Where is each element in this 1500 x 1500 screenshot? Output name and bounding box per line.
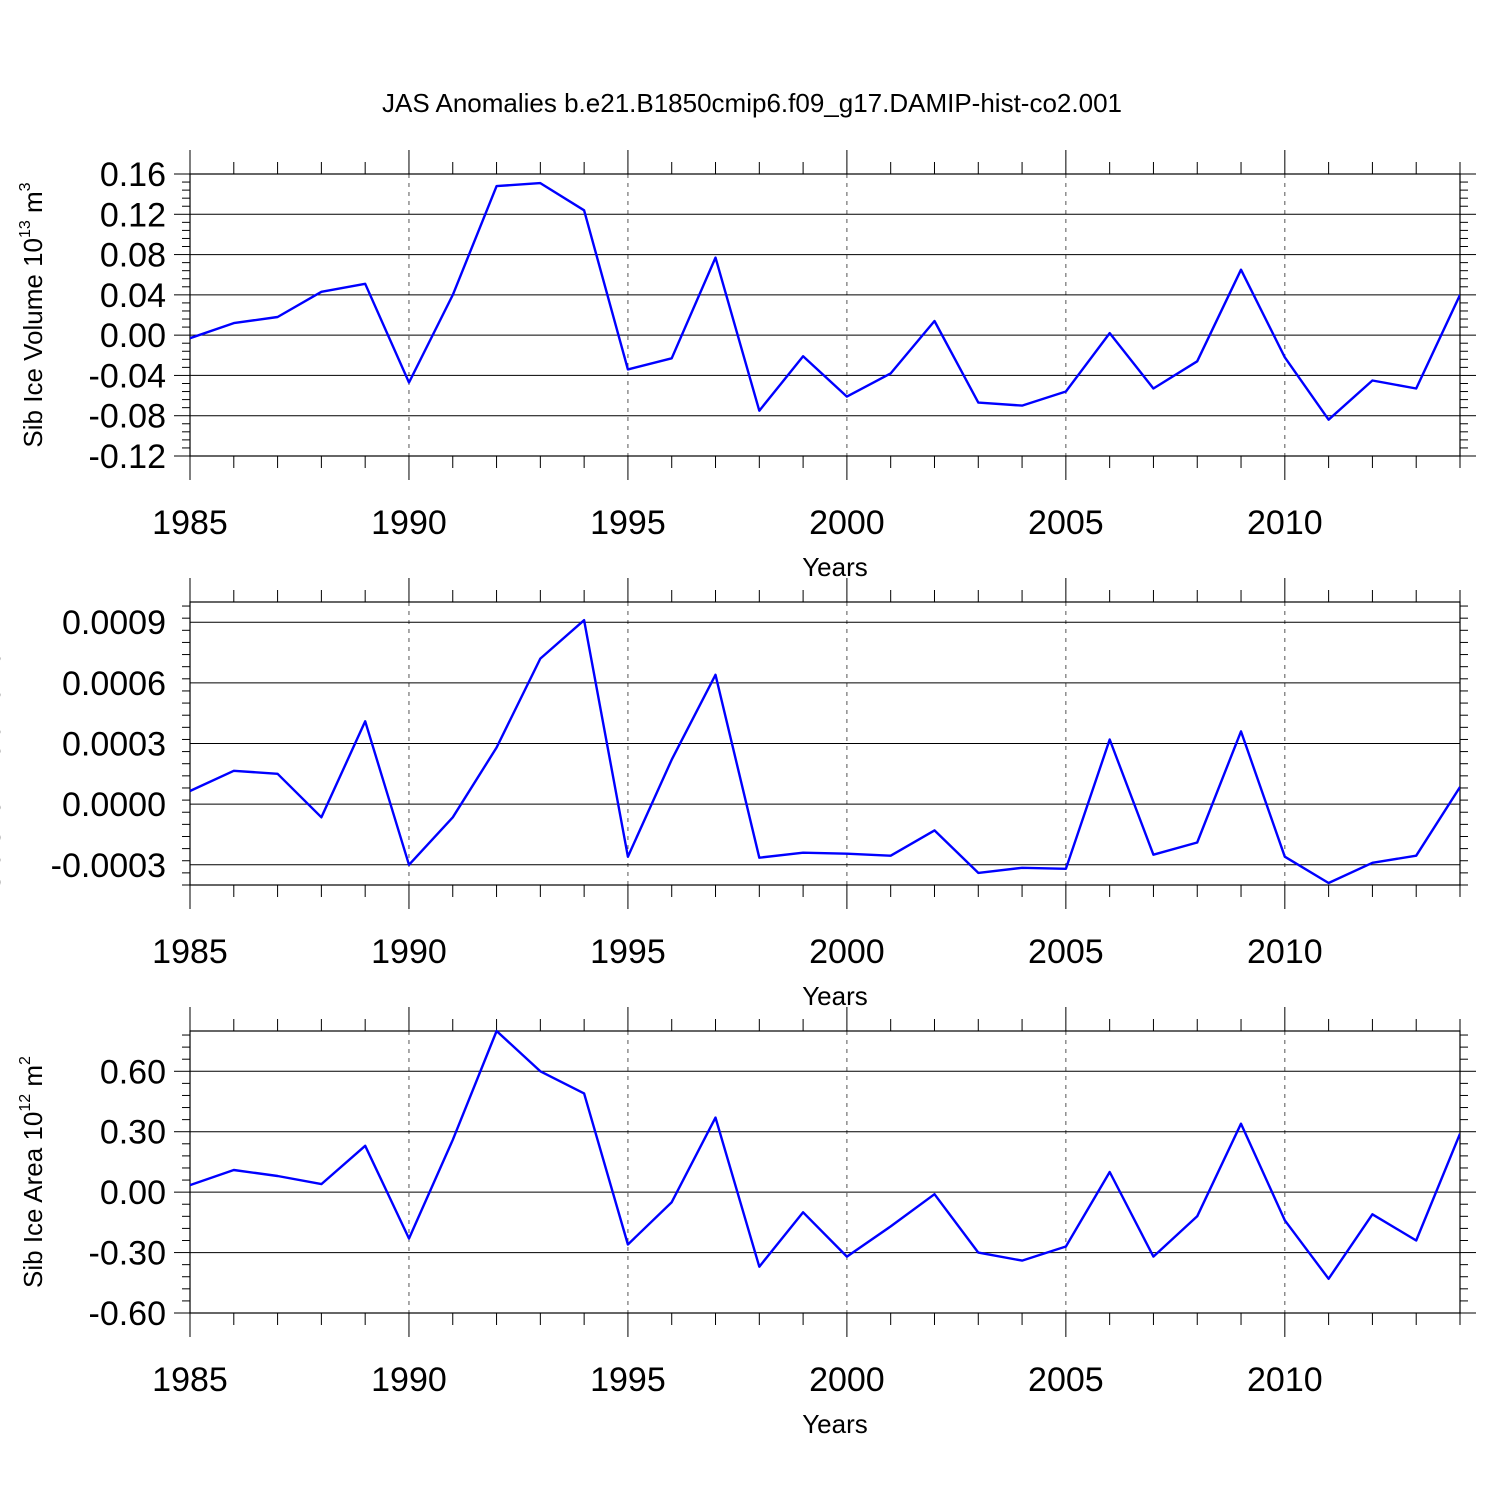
- x-tick-label: 2005: [1028, 1361, 1104, 1399]
- x-tick-label: 1995: [590, 504, 666, 542]
- y-tick-label: -0.0003: [51, 847, 166, 885]
- y-label-unit: m: [18, 191, 48, 220]
- y-tick-label: -0.12: [89, 438, 167, 476]
- y-label-unit-exponent: 3: [17, 182, 34, 191]
- x-tick-label: 1995: [590, 1361, 666, 1399]
- x-tick-label: 2000: [809, 933, 885, 971]
- y-tick-label: 0.0003: [62, 726, 166, 764]
- y-tick-label: 0.0006: [62, 665, 166, 703]
- y-axis-label: Sib Ice Area 1012 m2: [17, 1056, 48, 1288]
- x-tick-label: 1990: [371, 1361, 447, 1399]
- x-tick-label: 1990: [371, 504, 447, 542]
- y-tick-label: 0.16: [100, 156, 166, 194]
- y-label-unit: m: [0, 605, 6, 634]
- y-label-unit-exponent: 2: [17, 1056, 34, 1065]
- y-tick-label: -0.08: [89, 398, 167, 436]
- x-tick-label: 1985: [152, 1361, 228, 1399]
- x-tick-label: 2010: [1247, 1361, 1323, 1399]
- x-tick-label: 1990: [371, 933, 447, 971]
- y-tick-label: 0.60: [100, 1053, 166, 1091]
- y-label-exponent: 12: [17, 1094, 34, 1112]
- x-tick-label: 1985: [152, 504, 228, 542]
- x-tick-label: 2010: [1247, 933, 1323, 971]
- y-tick-label: -0.04: [89, 357, 167, 395]
- y-label-text: Sib Snow Volume 10: [0, 651, 6, 891]
- x-tick-label: 2010: [1247, 504, 1323, 542]
- y-tick-label: 0.08: [100, 237, 166, 275]
- y-label-text: Sib Ice Volume 10: [18, 238, 48, 448]
- y-tick-label: 0.30: [100, 1114, 166, 1152]
- y-label-unit: m: [18, 1065, 48, 1094]
- figure: JAS Anomalies b.e21.B1850cmip6.f09_g17.D…: [0, 0, 1500, 1500]
- y-tick-label: 0.00: [100, 317, 166, 355]
- x-tick-label: 2005: [1028, 933, 1104, 971]
- y-tick-label: 0.04: [100, 277, 166, 315]
- figure-background: [0, 0, 1500, 1500]
- x-tick-label: 2000: [809, 1361, 885, 1399]
- y-tick-label: -0.30: [89, 1235, 167, 1273]
- figure-title: JAS Anomalies b.e21.B1850cmip6.f09_g17.D…: [382, 88, 1122, 118]
- x-tick-label: 2005: [1028, 504, 1104, 542]
- y-tick-label: -0.60: [89, 1295, 167, 1333]
- y-tick-label: 0.0009: [62, 604, 166, 642]
- y-label-exponent: 13: [17, 220, 34, 238]
- y-tick-label: 0.00: [100, 1174, 166, 1212]
- x-tick-label: 1985: [152, 933, 228, 971]
- x-tick-label: 1995: [590, 933, 666, 971]
- y-label-text: Sib Ice Area 10: [18, 1112, 48, 1288]
- y-tick-label: 0.0000: [62, 786, 166, 824]
- x-axis-label: Years: [802, 1409, 868, 1439]
- y-tick-label: 0.12: [100, 196, 166, 234]
- x-tick-label: 2000: [809, 504, 885, 542]
- x-axis-label: Years: [802, 981, 868, 1011]
- x-axis-label: Years: [802, 552, 868, 582]
